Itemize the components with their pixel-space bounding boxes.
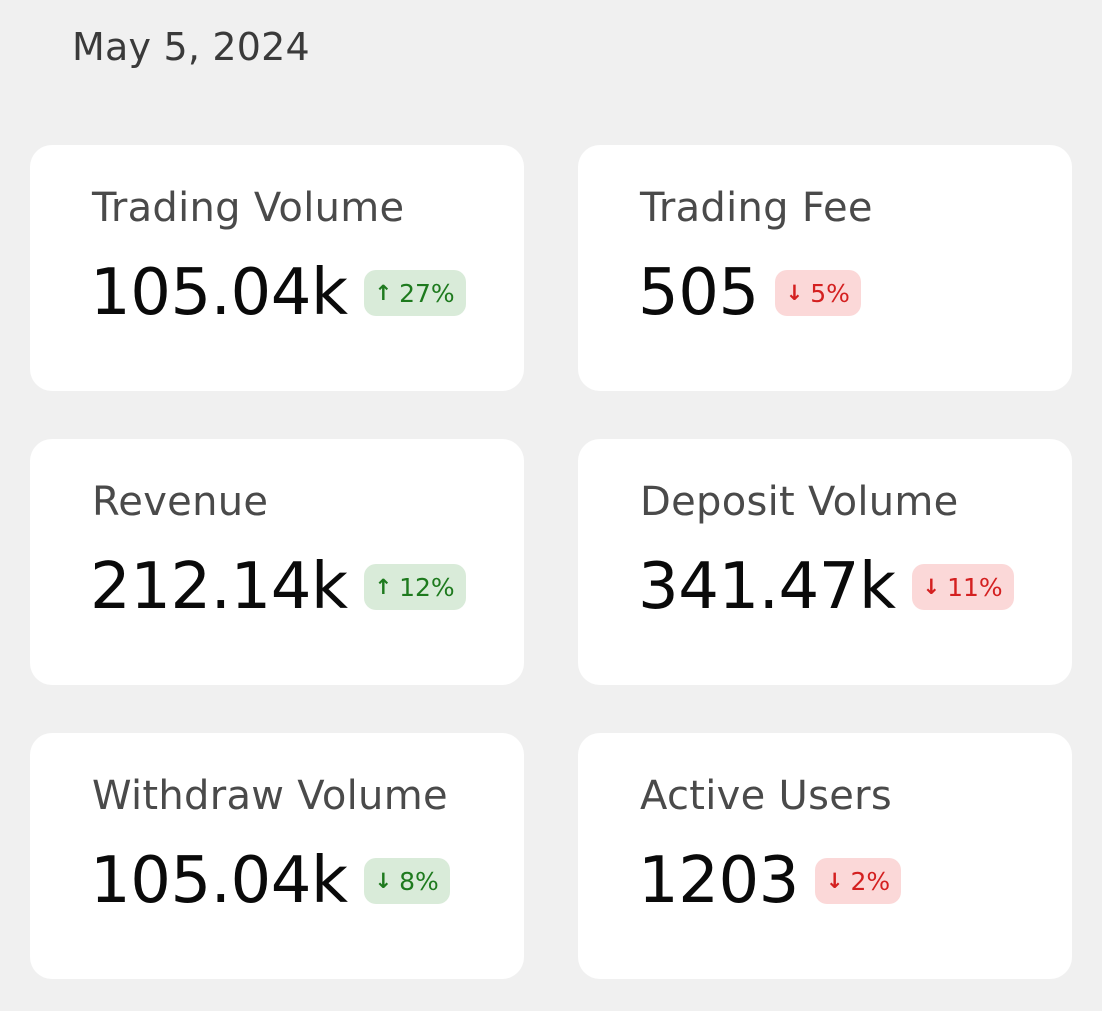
change-badge: ↓ 2% <box>814 858 902 904</box>
stat-card-trading-fee: Trading Fee 505 ↓ 5% <box>578 145 1072 391</box>
stat-label: Trading Volume <box>92 185 405 231</box>
stat-value-row: 105.04k ↓ 8% <box>90 841 450 921</box>
stat-card-withdraw-volume: Withdraw Volume 105.04k ↓ 8% <box>30 733 524 979</box>
change-badge: ↑ 27% <box>363 270 466 316</box>
stat-value-row: 505 ↓ 5% <box>638 253 861 333</box>
stat-card-trading-volume: Trading Volume 105.04k ↑ 27% <box>30 145 524 391</box>
page-date: May 5, 2024 <box>72 25 310 69</box>
change-percent: 11% <box>947 572 1003 602</box>
stat-value: 105.04k <box>90 256 348 330</box>
change-badge: ↓ 5% <box>774 270 861 316</box>
stat-label: Revenue <box>92 479 269 525</box>
change-percent: 2% <box>850 866 891 896</box>
arrow-down-icon: ↓ <box>785 281 804 305</box>
stat-card-deposit-volume: Deposit Volume 341.47k ↓ 11% <box>578 439 1072 685</box>
arrow-down-icon: ↓ <box>825 869 844 893</box>
change-badge: ↓ 11% <box>911 564 1014 610</box>
stat-card-revenue: Revenue 212.14k ↑ 12% <box>30 439 524 685</box>
change-percent: 5% <box>810 278 850 308</box>
change-percent: 12% <box>399 572 455 602</box>
stat-card-active-users: Active Users 1203 ↓ 2% <box>578 733 1072 979</box>
arrow-down-icon: ↓ <box>374 869 393 893</box>
stat-value: 1203 <box>638 844 799 918</box>
stat-value-row: 212.14k ↑ 12% <box>90 547 466 627</box>
stat-value: 341.47k <box>638 550 896 624</box>
arrow-up-icon: ↑ <box>374 281 393 305</box>
stat-value: 212.14k <box>90 550 348 624</box>
arrow-down-icon: ↓ <box>922 575 941 599</box>
stat-label: Withdraw Volume <box>92 773 448 819</box>
stat-value: 505 <box>638 256 759 330</box>
change-badge: ↑ 12% <box>363 564 466 610</box>
stat-value-row: 1203 ↓ 2% <box>638 841 902 921</box>
stat-value-row: 341.47k ↓ 11% <box>638 547 1014 627</box>
arrow-up-icon: ↑ <box>374 575 393 599</box>
stat-label: Active Users <box>640 773 893 819</box>
change-percent: 8% <box>399 866 439 896</box>
stat-label: Deposit Volume <box>640 479 959 525</box>
change-percent: 27% <box>399 278 455 308</box>
stat-label: Trading Fee <box>640 185 873 231</box>
stat-value: 105.04k <box>90 844 348 918</box>
stat-value-row: 105.04k ↑ 27% <box>90 253 466 333</box>
change-badge: ↓ 8% <box>363 858 450 904</box>
